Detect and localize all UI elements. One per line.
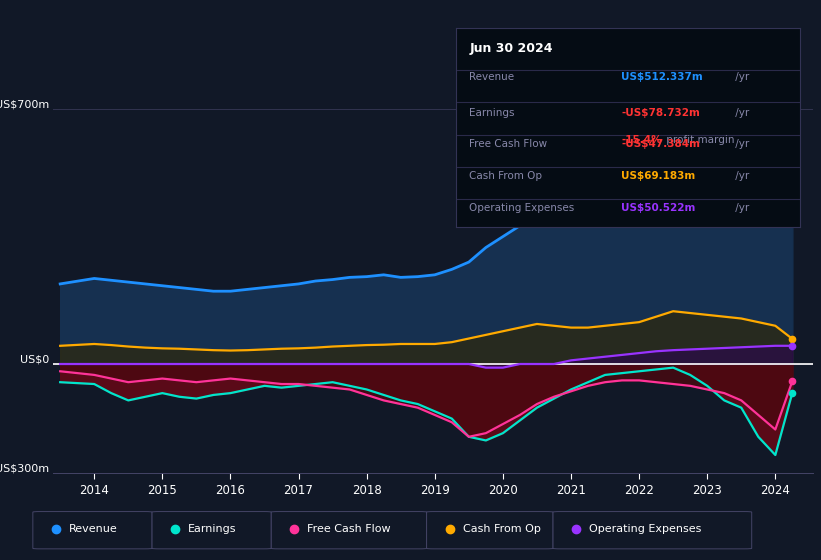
- Text: -US$300m: -US$300m: [0, 463, 49, 473]
- Text: -15.4%: -15.4%: [621, 136, 662, 146]
- Text: Revenue: Revenue: [69, 524, 117, 534]
- FancyBboxPatch shape: [427, 512, 553, 549]
- Text: /yr: /yr: [732, 139, 749, 150]
- Text: US$512.337m: US$512.337m: [621, 72, 703, 82]
- Text: Operating Expenses: Operating Expenses: [470, 203, 575, 213]
- Text: Jun 30 2024: Jun 30 2024: [470, 42, 553, 55]
- Text: Earnings: Earnings: [470, 108, 515, 118]
- Text: Free Cash Flow: Free Cash Flow: [307, 524, 391, 534]
- Text: Cash From Op: Cash From Op: [470, 171, 543, 181]
- FancyBboxPatch shape: [553, 512, 752, 549]
- Text: /yr: /yr: [732, 171, 749, 181]
- Text: -US$47.384m: -US$47.384m: [621, 139, 700, 150]
- Text: /yr: /yr: [732, 72, 749, 82]
- FancyBboxPatch shape: [152, 512, 271, 549]
- Text: US$69.183m: US$69.183m: [621, 171, 695, 181]
- Text: /yr: /yr: [732, 108, 749, 118]
- Text: Operating Expenses: Operating Expenses: [589, 524, 701, 534]
- Text: US$0: US$0: [21, 354, 49, 364]
- Text: US$700m: US$700m: [0, 99, 49, 109]
- Text: Cash From Op: Cash From Op: [463, 524, 540, 534]
- Text: Earnings: Earnings: [188, 524, 236, 534]
- Text: US$50.522m: US$50.522m: [621, 203, 695, 213]
- FancyBboxPatch shape: [33, 512, 152, 549]
- FancyBboxPatch shape: [271, 512, 427, 549]
- Text: Free Cash Flow: Free Cash Flow: [470, 139, 548, 150]
- Text: -US$78.732m: -US$78.732m: [621, 108, 700, 118]
- Text: /yr: /yr: [732, 203, 749, 213]
- Text: Revenue: Revenue: [470, 72, 515, 82]
- Text: profit margin: profit margin: [663, 136, 734, 146]
